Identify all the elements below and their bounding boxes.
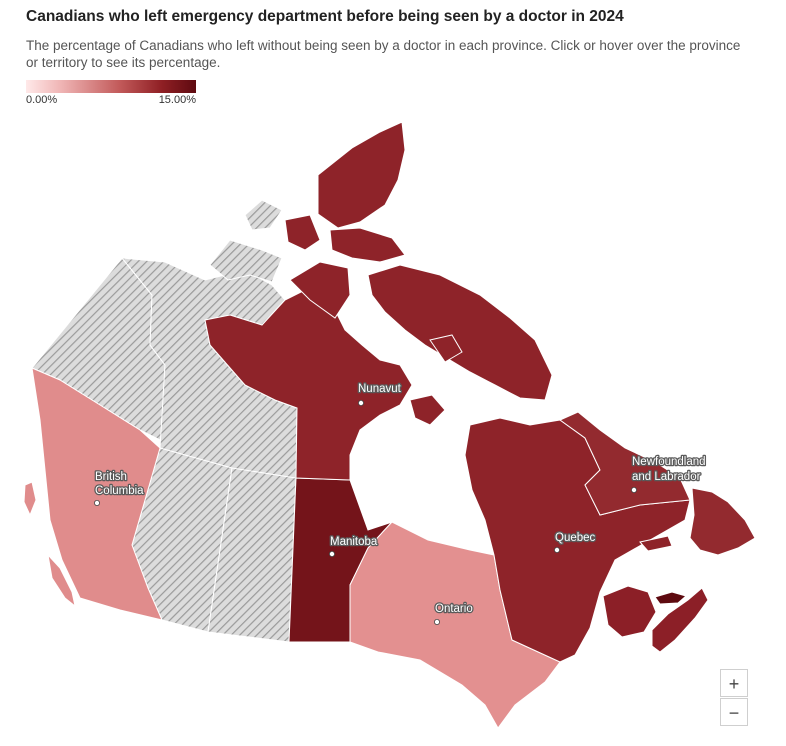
region-nunavut-ellesmere-island[interactable] — [317, 121, 406, 229]
legend-max-label: 15.00% — [158, 94, 196, 106]
bc-label-line2: Columbia — [95, 485, 144, 497]
map-title: Canadians who left emergency department … — [26, 8, 624, 25]
region-prince-edward-island[interactable] — [654, 591, 688, 605]
label-quebec: Quebec — [554, 531, 597, 554]
legend-gradient-bar — [26, 80, 196, 93]
bc-label-line1: British — [95, 471, 127, 483]
map-subtitle: The percentage of Canadians who left wit… — [26, 38, 741, 70]
region-bc-haida-gwaii[interactable] — [23, 481, 37, 517]
region-nunavut-victoria-island[interactable] — [289, 261, 351, 319]
region-newfoundland-island[interactable] — [689, 487, 756, 556]
label-nunavut: Nunavut — [357, 382, 403, 406]
region-nova-scotia[interactable] — [651, 587, 709, 653]
region-nwt-islands-north[interactable] — [244, 199, 283, 231]
label-ontario: Ontario — [433, 602, 474, 626]
ontario-label: Ontario — [435, 603, 473, 615]
nl-dot — [631, 486, 638, 493]
nl-label-line2: and Labrador — [632, 471, 701, 483]
manitoba-label: Manitoba — [330, 536, 378, 548]
manitoba-dot — [328, 551, 335, 558]
region-nunavut-southampton[interactable] — [409, 394, 446, 426]
region-quebec-anticosti[interactable] — [639, 535, 673, 552]
quebec-dot — [554, 547, 561, 554]
region-newfoundland-labrador[interactable] — [559, 411, 691, 516]
quebec-label: Quebec — [555, 532, 596, 544]
nl-label-line1: Newfoundland — [632, 456, 706, 468]
label-manitoba: Manitoba — [328, 535, 379, 558]
label-newfoundland-labrador: Newfoundland and Labrador — [631, 455, 707, 493]
legend-min-label: 0.00% — [26, 94, 58, 106]
region-british-columbia[interactable] — [31, 367, 163, 621]
nunavut-dot — [357, 399, 364, 406]
region-nunavut-baffin-island[interactable] — [367, 264, 553, 401]
zoom-in-button[interactable]: + — [720, 669, 748, 697]
nunavut-label: Nunavut — [358, 383, 402, 395]
region-nunavut[interactable] — [204, 289, 413, 481]
color-legend: 0.00% 15.00% — [26, 80, 196, 108]
region-new-brunswick[interactable] — [602, 585, 657, 638]
region-ontario[interactable] — [349, 521, 561, 729]
region-bc-vancouver-island[interactable] — [47, 553, 76, 608]
bc-dot — [94, 499, 101, 506]
label-british-columbia: British Columbia — [94, 470, 145, 506]
ontario-dot — [433, 619, 440, 626]
region-nunavut-melville[interactable] — [429, 334, 463, 363]
region-nwt-islands[interactable] — [209, 239, 283, 283]
canada-map: Nunavut British Columbia Manitoba Ontari… — [23, 121, 756, 729]
region-nunavut-west-islands[interactable] — [284, 214, 321, 251]
zoom-out-button[interactable]: − — [720, 698, 748, 726]
region-nunavut-devon-island[interactable] — [329, 227, 406, 263]
